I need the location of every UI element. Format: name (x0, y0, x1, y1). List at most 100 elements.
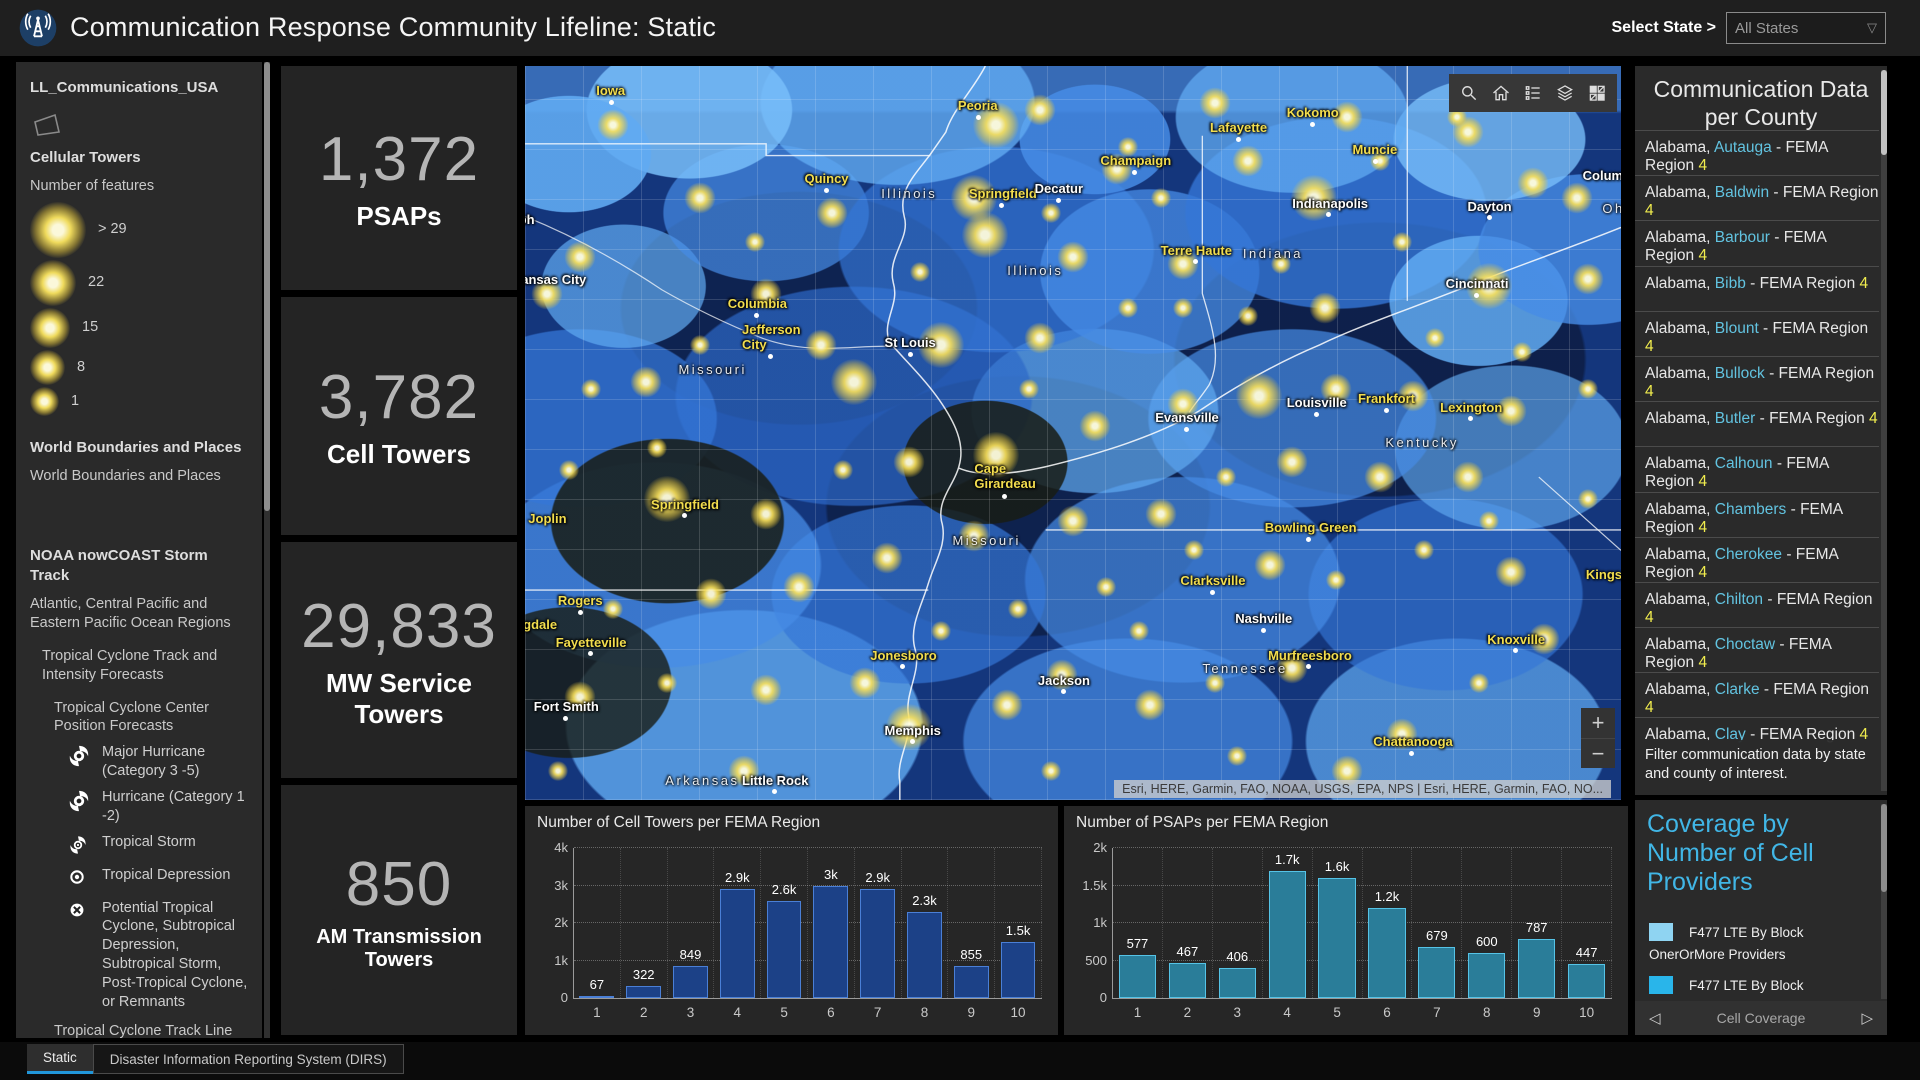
map-attribution: Esri, HERE, Garmin, FAO, NOAA, USGS, EPA… (1114, 780, 1611, 798)
map[interactable]: Iowa Peoria Kokomo Lafayette Muncie Champaign… (525, 66, 1621, 800)
basemap-icon[interactable] (1581, 77, 1613, 109)
city-marker-dot (1183, 426, 1189, 432)
county-state-text: Alabama, (1645, 590, 1715, 608)
tower-glow-dot (630, 366, 662, 398)
coverage-title: Coverage by Number of Cell Providers (1647, 810, 1814, 896)
county-name: Bibb (1714, 274, 1746, 292)
storm-legend-list: Major Hurricane (Category 3 -5) Hurricane… (30, 743, 248, 1011)
search-icon[interactable] (1453, 77, 1485, 109)
legend-scrollbar-thumb[interactable] (264, 62, 270, 511)
bar (766, 900, 802, 998)
county-row[interactable]: Alabama, Autauga - FEMA Region 4 (1635, 130, 1879, 175)
coverage-scrollbar[interactable] (1881, 804, 1887, 999)
county-row[interactable]: Alabama, Choctaw - FEMA Region 4 (1635, 627, 1879, 672)
x-axis-tick-label: 7 (1433, 1005, 1441, 1020)
legend-icon[interactable] (1517, 77, 1549, 109)
tower-glow-dot (1041, 760, 1062, 781)
next-page-icon[interactable]: ▷ (1861, 1010, 1873, 1027)
county-row[interactable]: Alabama, Butler - FEMA Region 4 (1635, 401, 1879, 446)
tower-glow-icon (30, 349, 65, 385)
tower-glow-dot (1517, 167, 1549, 199)
y-axis-tick-label: 0 (560, 990, 568, 1005)
chart-bar-slot: 1.2k 6 (1363, 848, 1413, 1020)
prev-page-icon[interactable]: ◁ (1649, 1010, 1661, 1027)
county-row[interactable]: Alabama, Cherokee - FEMA Region 4 (1635, 536, 1879, 582)
app-logo-icon (18, 8, 58, 48)
home-icon[interactable] (1485, 77, 1517, 109)
tab-static[interactable]: Static (27, 1044, 93, 1074)
stat-label: MW Service Towers (326, 667, 472, 729)
chart-bar-slot: 1.5k 10 (995, 848, 1042, 1020)
chart-title: Number of Cell Towers per FEMA Region (537, 814, 821, 831)
tower-glow-dot (646, 437, 667, 458)
tower-glow-dot (1578, 489, 1599, 510)
tower-glow-dot (1495, 395, 1527, 427)
city-marker-dot (1473, 293, 1479, 299)
zoom-out-button[interactable]: − (1581, 738, 1615, 768)
county-state-text: Alabama, (1645, 139, 1714, 156)
chart-bar-slot: 1.7k 4 (1263, 848, 1313, 1020)
chart-bar-slot: 467 2 (1163, 848, 1213, 1020)
county-scrollbar-thumb[interactable] (1881, 70, 1887, 155)
map-city-label: Kingsport (1585, 567, 1621, 583)
tower-glow-dot (690, 334, 711, 355)
city-marker-dot (999, 202, 1005, 208)
bar-value-label: 447 (1575, 945, 1598, 961)
county-row[interactable]: Alabama, Clay - FEMA Region 4 (1635, 717, 1879, 762)
tower-glow-dot (1391, 232, 1412, 253)
chart-gridline (574, 884, 1042, 886)
county-row[interactable]: Alabama, Chilton - FEMA Region 4 (1635, 581, 1879, 627)
county-row[interactable]: Alabama, Baldwin - FEMA Region 4 (1635, 175, 1879, 220)
bar (1318, 878, 1356, 998)
bottom-tab-bar: Static Disaster Information Reporting Sy… (0, 1042, 1920, 1080)
county-row[interactable]: Alabama, Chambers - FEMA Region 4 (1635, 491, 1879, 537)
storm-legend-item: Major Hurricane (Category 3 -5) (66, 743, 248, 781)
map-city-label: Kokomo (1287, 105, 1339, 128)
county-row[interactable]: Alabama, Bibb - FEMA Region 4 (1635, 265, 1879, 311)
stat-value: 29,833 (301, 591, 497, 661)
tower-glow-dot (885, 703, 932, 750)
county-data-panel: Communication Data per County Alabama, A… (1635, 66, 1887, 795)
city-marker-dot (1001, 493, 1007, 499)
bar (1518, 938, 1556, 998)
tower-glow-dot (951, 175, 998, 222)
x-axis-tick-label: 8 (1483, 1005, 1491, 1020)
tab-dirs[interactable]: Disaster Information Reporting System (D… (92, 1044, 404, 1074)
x-axis-tick-label: 3 (1233, 1005, 1242, 1020)
tower-glow-dot (1238, 305, 1259, 326)
city-marker-dot (1372, 158, 1378, 164)
layers-icon[interactable] (1549, 77, 1581, 109)
county-name: Butler (1714, 410, 1756, 428)
zoom-in-button[interactable]: + (1591, 710, 1605, 735)
depression-icon (66, 866, 94, 892)
tower-glow-dot (1205, 672, 1226, 693)
tower-glow-dot (1413, 540, 1434, 561)
state-dropdown[interactable]: All States ▽ (1726, 12, 1886, 44)
map-city-label: Jackson (1038, 673, 1090, 695)
coverage-scrollbar-thumb[interactable] (1881, 804, 1887, 892)
legend-group-title: World Boundaries and Places (30, 438, 242, 456)
map-city-label: Peoria (958, 98, 998, 120)
bar (1418, 947, 1456, 998)
legend-panel: LL_Communications_USA Cellular Towers Nu… (16, 62, 262, 1038)
county-row[interactable]: Alabama, Calhoun - FEMA Region 4 (1635, 446, 1879, 491)
county-name: Autauga (1713, 139, 1772, 156)
chart-bar-slot: 600 8 (1462, 848, 1513, 1020)
chart-bars: 67 1 322 2 849 3 2.9k 4 2.6k 5 3k 6 2.9k 7 2.3k 8 855 9 1.… (574, 848, 1042, 1020)
y-axis-tick-label: 4k (554, 840, 568, 855)
county-row[interactable]: Alabama, Barbour - FEMA Region 4 (1635, 220, 1879, 265)
legend-scrollbar[interactable] (264, 62, 270, 1038)
county-scrollbar[interactable] (1881, 70, 1887, 791)
county-row[interactable]: Alabama, Bullock - FEMA Region 4 (1635, 355, 1879, 401)
tower-glow-dot (1369, 151, 1390, 172)
tower-glow-dot (1095, 577, 1116, 598)
tower-glow-dot (1364, 461, 1396, 493)
bar (1218, 967, 1256, 998)
size-class-label: 8 (77, 358, 86, 375)
county-row[interactable]: Alabama, Clarke - FEMA Region 4 (1635, 672, 1879, 717)
tower-glow-dot (1079, 410, 1111, 442)
tower-glow-dot (602, 599, 623, 620)
city-marker-dot (1326, 212, 1332, 218)
map-city-label: Springdale (525, 616, 558, 632)
county-row[interactable]: Alabama, Blount - FEMA Region 4 (1635, 310, 1879, 356)
